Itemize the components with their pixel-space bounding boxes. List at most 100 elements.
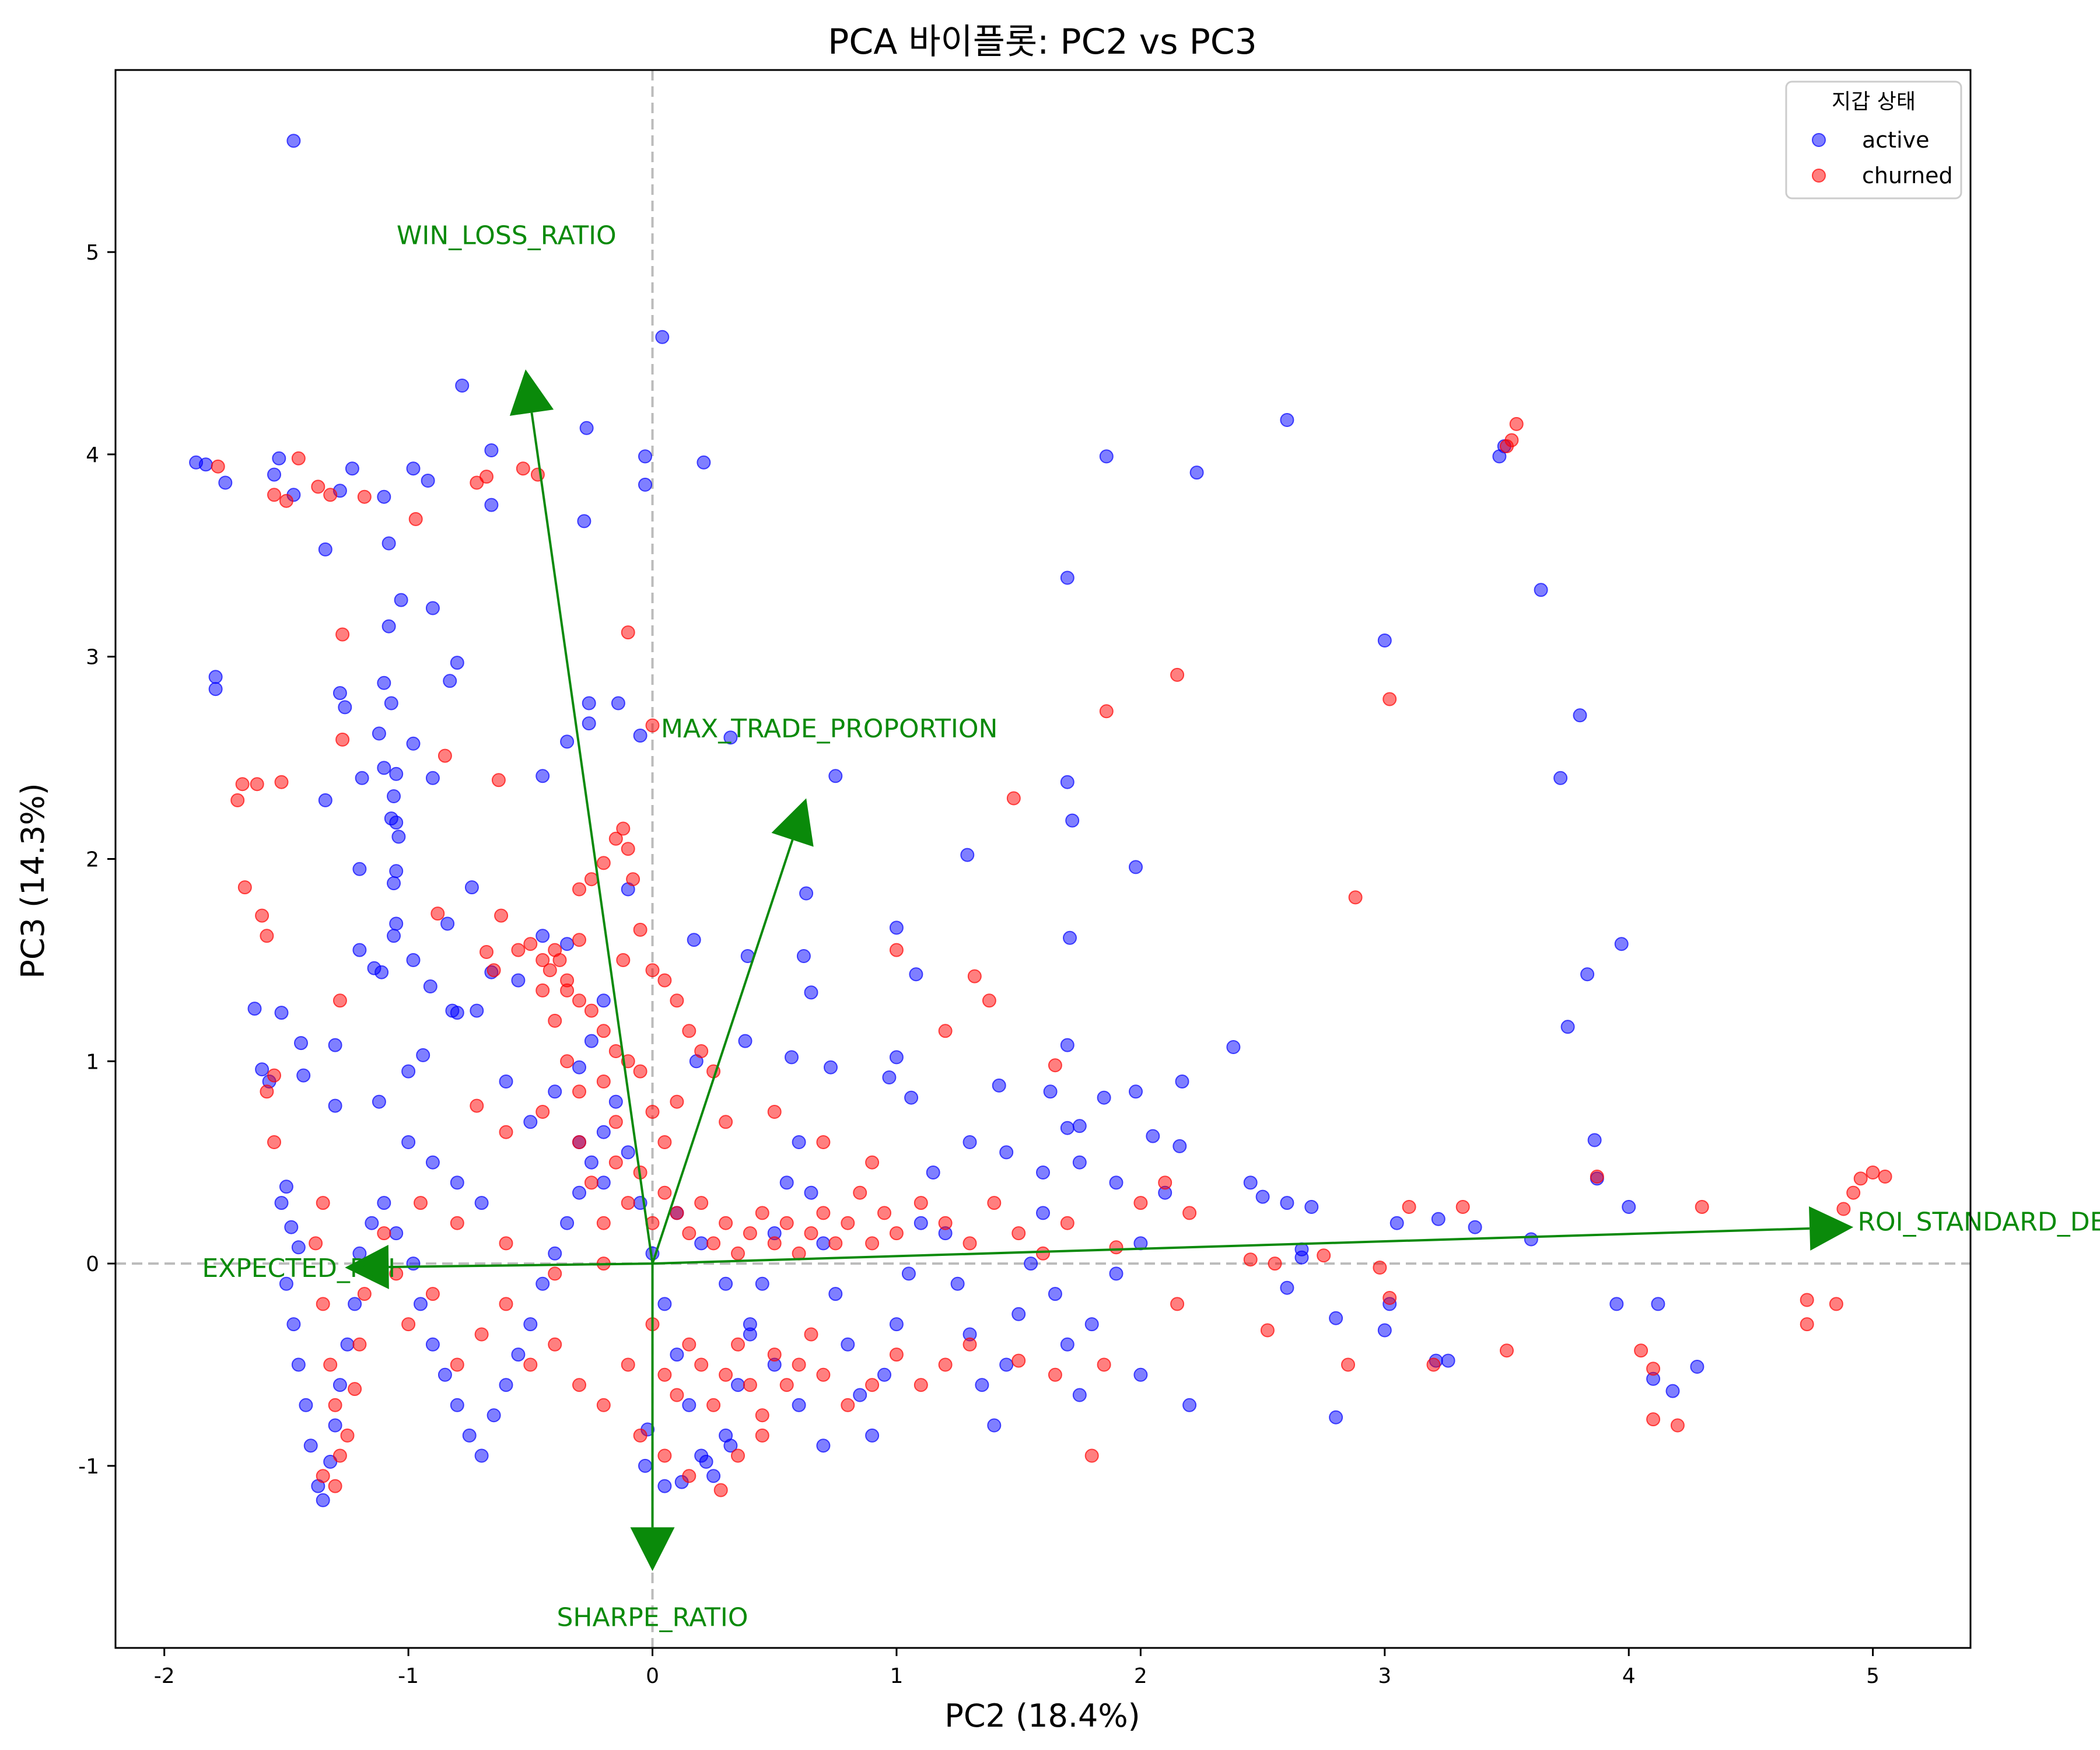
arrow-max-trade-proportion: MAX_TRADE_PROPORTION — [651, 714, 998, 1264]
point-churned — [755, 1206, 769, 1220]
point-churned — [1243, 1252, 1258, 1267]
point-churned — [633, 922, 648, 937]
point-active — [389, 1226, 404, 1241]
point-active — [348, 1297, 362, 1311]
point-churned — [1500, 1343, 1514, 1358]
point-active — [1063, 930, 1077, 945]
point-churned — [755, 1408, 769, 1423]
point-active — [1175, 1074, 1189, 1088]
point-active — [338, 700, 352, 715]
point-churned — [572, 1378, 586, 1392]
point-active — [904, 1090, 919, 1105]
arrow-shaft — [651, 839, 794, 1264]
arrow-head — [630, 1527, 675, 1572]
point-active — [1060, 1121, 1074, 1135]
point-active — [723, 1438, 738, 1453]
point-active — [560, 937, 575, 951]
point-churned — [1646, 1412, 1661, 1427]
point-churned — [274, 775, 289, 789]
arrow-head — [771, 798, 814, 847]
point-churned — [348, 1382, 362, 1396]
point-active — [318, 793, 332, 807]
point-churned — [1109, 1240, 1124, 1255]
point-churned — [560, 983, 575, 998]
point-active — [755, 1276, 769, 1291]
point-active — [1012, 1307, 1026, 1321]
point-active — [596, 1175, 611, 1190]
point-churned — [608, 831, 623, 846]
point-churned — [1036, 1246, 1050, 1261]
scatter-points — [189, 134, 1892, 1507]
reference-lines — [116, 70, 1971, 1648]
x-tick-label: 0 — [646, 1664, 659, 1688]
point-active — [1182, 1398, 1197, 1412]
point-active — [352, 862, 367, 876]
point-active — [382, 619, 396, 634]
legend-label-churned: churned — [1862, 163, 1953, 188]
point-active — [1036, 1206, 1050, 1220]
point-churned — [963, 1236, 977, 1251]
point-churned — [260, 929, 274, 943]
point-active — [286, 1317, 301, 1332]
point-active — [960, 848, 975, 862]
point-churned — [1382, 692, 1397, 706]
point-active — [247, 1002, 262, 1016]
point-churned — [645, 963, 660, 978]
point-churned — [511, 943, 526, 957]
arrow-label-roi-standard-deviation: ROI_STANDARD_DEVIATION — [1857, 1207, 2100, 1237]
arrow-shaft — [388, 1262, 653, 1269]
point-active — [1377, 634, 1392, 648]
point-active — [438, 1367, 452, 1382]
point-churned — [1097, 1357, 1111, 1372]
point-churned — [499, 1297, 513, 1311]
point-active — [926, 1166, 940, 1180]
point-churned — [572, 1135, 586, 1149]
point-active — [1036, 1166, 1050, 1180]
y-tick-label: 2 — [86, 848, 99, 872]
point-active — [909, 967, 923, 982]
point-churned — [572, 1084, 586, 1099]
point-active — [731, 1378, 745, 1392]
point-active — [1377, 1323, 1392, 1338]
point-churned — [767, 1348, 782, 1362]
point-churned — [1099, 704, 1114, 719]
point-churned — [572, 933, 586, 947]
point-churned — [584, 1003, 598, 1018]
point-churned — [616, 953, 631, 967]
point-churned — [657, 1185, 672, 1200]
point-churned — [414, 1196, 428, 1210]
point-active — [274, 1196, 289, 1210]
point-active — [738, 1034, 752, 1048]
point-active — [389, 766, 404, 781]
point-active — [816, 1438, 831, 1453]
point-churned — [633, 1064, 648, 1079]
point-churned — [1182, 1206, 1197, 1220]
point-churned — [408, 512, 423, 526]
point-active — [1329, 1410, 1343, 1424]
point-churned — [682, 1226, 696, 1241]
point-churned — [536, 953, 550, 967]
point-churned — [542, 963, 557, 978]
point-active — [462, 1428, 477, 1443]
point-active — [1172, 1139, 1187, 1153]
point-active — [389, 916, 404, 931]
point-active — [687, 933, 701, 947]
point-churned — [480, 945, 494, 959]
point-active — [499, 1378, 513, 1392]
point-churned — [755, 1428, 769, 1443]
point-churned — [211, 459, 225, 474]
arrow-shaft — [530, 412, 654, 1264]
point-churned — [536, 983, 550, 998]
point-churned — [743, 1378, 757, 1392]
point-churned — [1455, 1200, 1470, 1214]
point-active — [377, 676, 391, 690]
point-active — [1492, 449, 1507, 464]
point-churned — [694, 1357, 709, 1372]
point-active — [272, 451, 286, 466]
point-active — [389, 864, 404, 878]
point-churned — [425, 1287, 440, 1301]
point-active — [387, 789, 401, 803]
point-churned — [596, 1216, 611, 1230]
point-churned — [938, 1024, 953, 1038]
point-active — [1084, 1317, 1099, 1332]
